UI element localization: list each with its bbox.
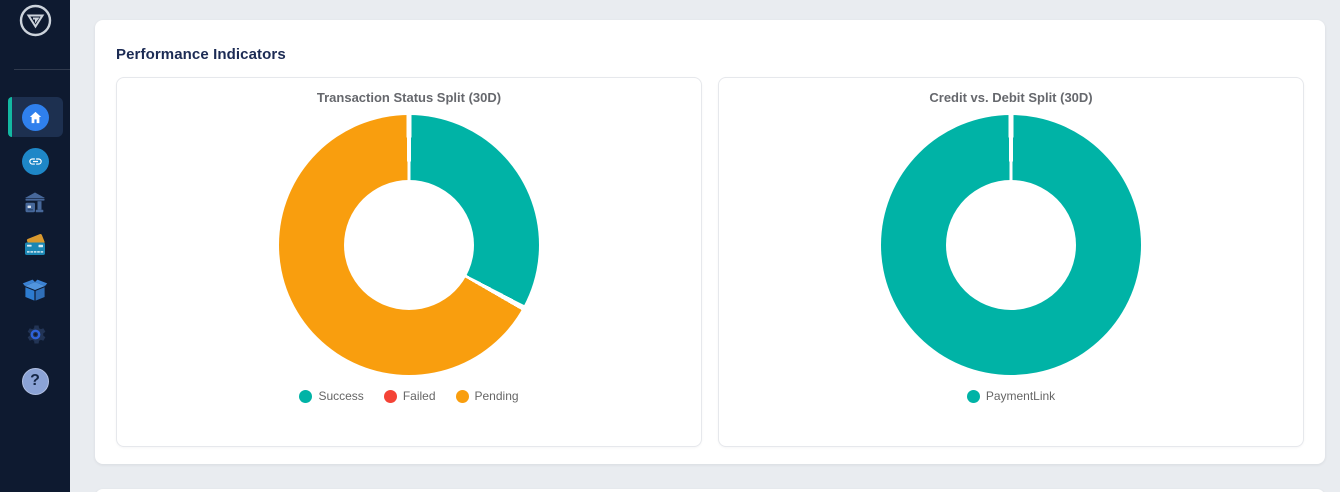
chart-title-credit-debit: Credit vs. Debit Split (30D) <box>929 90 1093 105</box>
legend-item-failed[interactable]: Failed <box>383 389 436 403</box>
bank-icon <box>22 190 48 221</box>
legend-label: Success <box>318 389 364 403</box>
sidebar-item-bank[interactable] <box>8 185 63 225</box>
box-icon <box>22 278 48 309</box>
legend-label: Failed <box>402 389 436 403</box>
link-icon <box>21 147 49 175</box>
sidebar-item-home[interactable] <box>7 97 63 137</box>
transaction-status-legend: Success Failed Pending <box>117 389 701 403</box>
legend-item-success[interactable]: Success <box>299 389 364 403</box>
legend-dot <box>299 389 313 403</box>
sidebar: ? <box>0 0 70 492</box>
next-section-card-edge <box>95 489 1325 492</box>
sidebar-nav: ? <box>0 97 70 401</box>
transaction-status-donut-chart[interactable] <box>279 115 539 375</box>
help-icon: ? <box>21 367 49 395</box>
legend-label: Pending <box>474 389 519 403</box>
credit-debit-chart-card: Credit vs. Debit Split (30D) PaymentLink <box>718 77 1304 447</box>
sidebar-divider <box>14 69 70 70</box>
legend-dot <box>966 389 980 403</box>
legend-item-pending[interactable]: Pending <box>455 389 519 403</box>
home-icon <box>21 103 49 131</box>
gear-icon <box>23 322 48 352</box>
legend-label: PaymentLink <box>985 389 1056 403</box>
main-content: Performance Indicators Transaction Statu… <box>70 0 1340 492</box>
legend-dot <box>383 389 397 403</box>
sidebar-item-cards[interactable] <box>8 229 63 269</box>
transaction-status-chart-card: Transaction Status Split (30D) Success Fa… <box>116 77 702 447</box>
credit-debit-donut-chart[interactable] <box>881 115 1141 375</box>
sidebar-item-products[interactable] <box>8 273 63 313</box>
page-title: Performance Indicators <box>116 46 286 63</box>
sidebar-item-help[interactable]: ? <box>8 361 63 401</box>
performance-indicators-panel: Performance Indicators Transaction Statu… <box>95 20 1325 464</box>
sidebar-item-payment-links[interactable] <box>8 141 63 181</box>
chart-title-transaction-status: Transaction Status Split (30D) <box>316 90 502 105</box>
charts-row: Transaction Status Split (30D) Success Fa… <box>116 77 1304 447</box>
sidebar-item-settings[interactable] <box>8 317 63 357</box>
brand-logo <box>19 4 52 37</box>
cards-icon <box>22 233 49 265</box>
credit-debit-legend: PaymentLink <box>719 389 1303 403</box>
legend-dot <box>455 389 469 403</box>
legend-item-paymentlink[interactable]: PaymentLink <box>966 389 1056 403</box>
brand-logo-icon <box>19 4 51 37</box>
